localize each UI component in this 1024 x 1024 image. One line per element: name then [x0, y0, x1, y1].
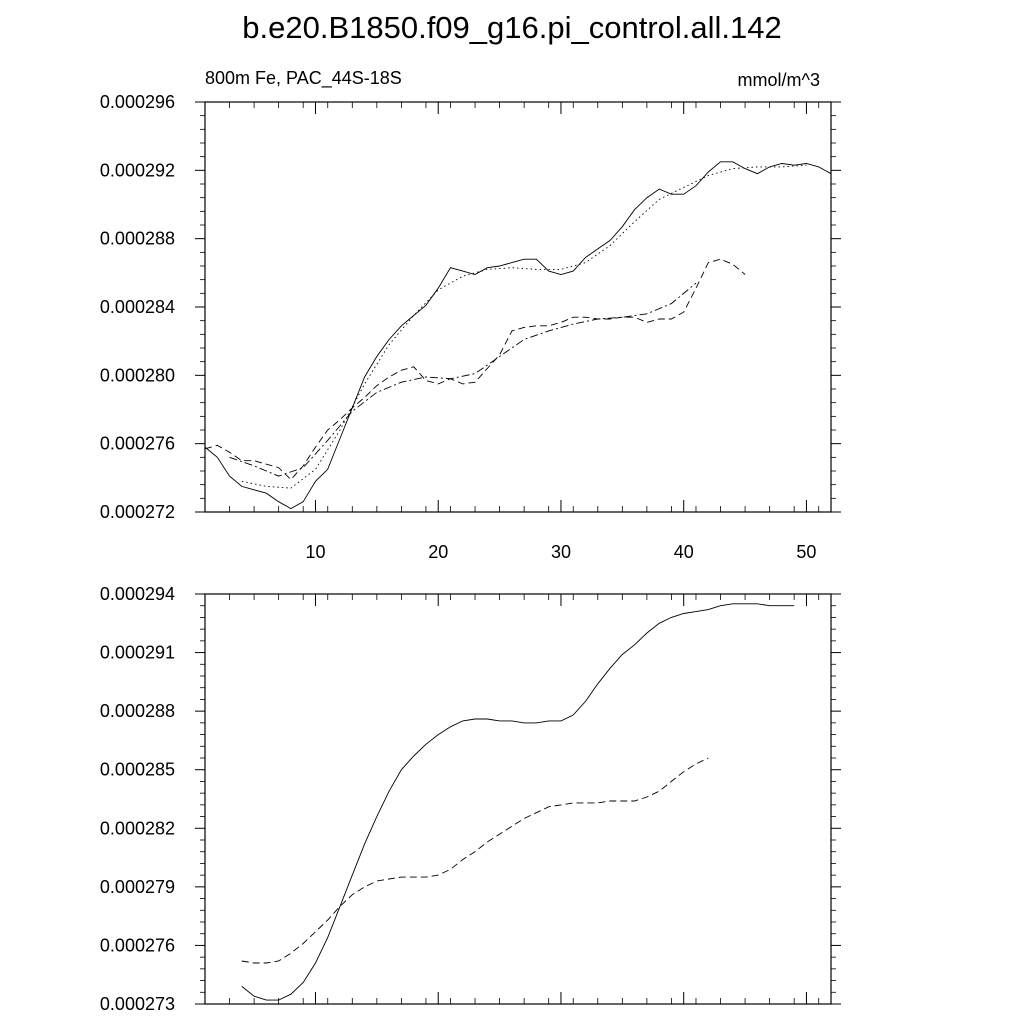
x-tick-label: 30 [551, 542, 571, 562]
x-tick-label: 40 [674, 542, 694, 562]
y-tick-label: 0.000280 [100, 365, 175, 385]
y-tick-label: 0.000291 [100, 643, 175, 663]
series-line-run-2-smoothed [229, 282, 697, 477]
y-tick-label: 0.000282 [100, 818, 175, 838]
series-line-run-1-annual [204, 161, 832, 510]
series-line-run-2-smoothed [241, 757, 709, 964]
plot-frame-bottom [204, 593, 832, 1005]
y-tick-label: 0.000276 [100, 935, 175, 955]
y-tick-label: 0.000276 [100, 434, 175, 454]
plot-frame-top [204, 101, 832, 513]
chart-title: b.e20.B1850.f09_g16.pi_control.all.142 [242, 10, 782, 45]
y-tick-label: 0.000294 [100, 584, 175, 604]
y-tick-label: 0.000273 [100, 994, 175, 1014]
x-tick-label: 20 [428, 542, 448, 562]
series-line-run-1-smoothed [241, 164, 807, 489]
y-tick-label: 0.000296 [100, 92, 175, 112]
series-line-run-1-smoothed [241, 603, 795, 1001]
panel-bottom: 0.000273 0.000276 0.000279 0.000282 0.000285… [100, 584, 841, 1014]
y-tick-label: 0.000288 [100, 701, 175, 721]
subtitle-right: mmol/m^3 [738, 70, 820, 90]
y-tick-label: 0.000285 [100, 760, 175, 780]
x-tick-label: 10 [305, 542, 325, 562]
y-tick-label: 0.000288 [100, 229, 175, 249]
y-tick-label: 0.000272 [100, 502, 175, 522]
panel-top: 800m Fe, PAC_44S-18S mmol/m^3 10 20 30 40 50… [100, 68, 841, 562]
y-tick-label: 0.000284 [100, 297, 175, 317]
y-tick-label: 0.000292 [100, 160, 175, 180]
x-tick-label: 50 [796, 542, 816, 562]
subtitle-left: 800m Fe, PAC_44S-18S [205, 68, 402, 89]
series-line-run-2-annual [204, 258, 746, 481]
y-tick-label: 0.000279 [100, 877, 175, 897]
